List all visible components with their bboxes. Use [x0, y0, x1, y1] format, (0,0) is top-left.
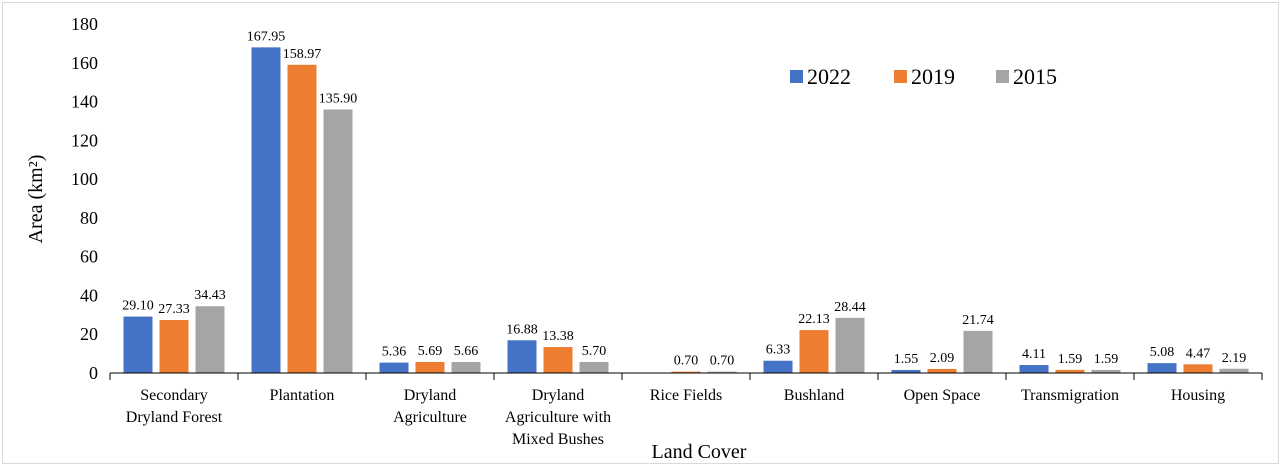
data-label: 0.70 [710, 354, 735, 369]
bar-2015 [579, 361, 609, 373]
y-tick-label: 80 [80, 208, 98, 228]
data-label: 21.74 [962, 313, 994, 328]
data-label: 135.90 [319, 92, 358, 107]
bar-2019 [799, 330, 829, 373]
bar-2015 [323, 109, 353, 373]
bar-2022 [123, 316, 153, 373]
category-label: Mixed Bushes [512, 431, 604, 448]
x-axis-title: Land Cover [652, 441, 747, 463]
data-label: 27.33 [158, 302, 190, 317]
data-label: 4.11 [1022, 347, 1046, 362]
bars [123, 47, 1249, 373]
category-label: Plantation [270, 387, 335, 404]
bar-2015 [195, 306, 225, 373]
bar-2022 [1019, 365, 1049, 373]
bar-2022 [1147, 363, 1177, 373]
category-label: Agriculture with [505, 409, 611, 426]
data-labels: 29.10 27.33 34.43 167.95 158.97 135.90 5.36 5.6… [122, 29, 1246, 368]
legend-label: 2019 [911, 64, 955, 89]
legend-label: 2022 [807, 64, 851, 89]
data-label: 1.59 [1094, 352, 1119, 367]
data-label: 1.59 [1058, 352, 1083, 367]
bar-2019 [543, 347, 573, 373]
legend: 2022 2019 2015 [790, 64, 1057, 89]
x-axis-ticks [109, 373, 1263, 380]
bar-2015 [1219, 368, 1249, 373]
bar-2022 [251, 47, 281, 373]
category-label: Dryland [532, 387, 584, 404]
bar-2015 [1091, 369, 1121, 373]
category-label: Housing [1171, 387, 1225, 404]
data-label: 5.70 [582, 344, 607, 359]
bar-2019 [927, 368, 957, 373]
category-labels: Secondary Dryland Forest Plantation Dryland… [126, 387, 1225, 448]
category-label: Transmigration [1021, 387, 1119, 404]
y-tick-label: 180 [71, 14, 98, 34]
bar-2022 [763, 360, 793, 373]
y-tick-label: 60 [80, 247, 98, 267]
data-label: 1.55 [894, 352, 919, 367]
category-label: Dryland [404, 387, 456, 404]
y-tick-label: 20 [80, 324, 98, 344]
bar-2015 [707, 371, 737, 373]
bar-2022 [891, 369, 921, 373]
y-axis-ticks: 0 20 40 60 80 100 120 140 160 180 [71, 14, 98, 383]
data-label: 22.13 [798, 312, 830, 327]
legend-swatch-2019 [894, 70, 907, 83]
bar-2019 [415, 361, 445, 373]
data-label: 16.88 [506, 322, 538, 337]
bar-2019 [1183, 364, 1213, 373]
bar-2015 [963, 330, 993, 373]
data-label: 5.69 [418, 344, 443, 359]
bar-2022 [507, 340, 537, 373]
bar-2022 [379, 362, 409, 373]
legend-swatch-2015 [996, 70, 1009, 83]
category-label: Rice Fields [650, 387, 722, 404]
bar-2019 [287, 64, 317, 373]
data-label: 2.09 [930, 351, 955, 366]
data-label: 5.66 [454, 344, 479, 359]
legend-label: 2015 [1013, 64, 1057, 89]
category-label: Secondary [140, 387, 208, 404]
bar-2019 [671, 371, 701, 373]
data-label: 5.36 [382, 345, 407, 360]
y-tick-label: 120 [71, 130, 98, 150]
y-tick-label: 0 [89, 363, 98, 383]
category-label: Bushland [784, 387, 844, 404]
data-label: 0.70 [674, 354, 699, 369]
data-label: 28.44 [834, 300, 866, 315]
bar-2015 [835, 317, 865, 373]
data-label: 5.08 [1150, 345, 1175, 360]
y-tick-label: 100 [71, 169, 98, 189]
data-label: 29.10 [122, 299, 154, 314]
data-label: 6.33 [766, 343, 791, 358]
y-tick-label: 160 [71, 53, 98, 73]
legend-swatch-2022 [790, 70, 803, 83]
y-tick-label: 140 [71, 92, 98, 112]
category-label: Open Space [904, 387, 981, 404]
bar-2019 [159, 320, 189, 373]
y-axis-title: Area (km²) [25, 155, 47, 244]
category-label: Agriculture [393, 409, 467, 426]
data-label: 167.95 [247, 29, 286, 44]
data-label: 158.97 [283, 47, 322, 62]
data-label: 4.47 [1186, 346, 1211, 361]
bar-2019 [1055, 369, 1085, 373]
data-label: 13.38 [542, 329, 574, 344]
y-tick-label: 40 [80, 285, 98, 305]
category-label: Dryland Forest [126, 409, 223, 426]
data-label: 34.43 [194, 288, 226, 303]
bar-2015 [451, 362, 481, 373]
data-label: 2.19 [1222, 351, 1247, 366]
